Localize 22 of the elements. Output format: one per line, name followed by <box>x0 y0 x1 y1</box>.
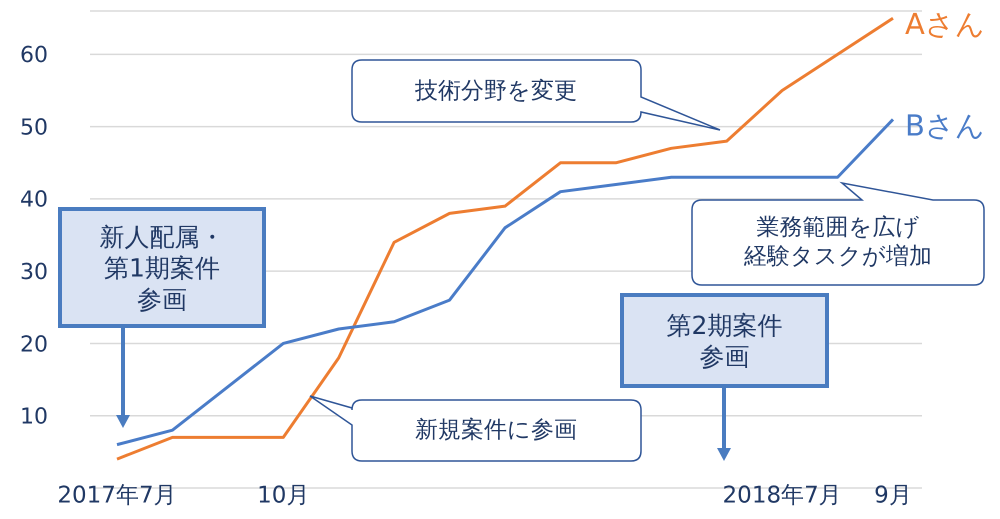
x-tick-label: 2017年7月 <box>57 482 177 508</box>
x-tick-label: 2018年7月 <box>722 482 842 508</box>
annotation: 第2期案件参画 <box>666 310 782 371</box>
y-tick-label: 20 <box>20 332 48 358</box>
x-tick-label: 9月 <box>874 482 912 508</box>
label-box: 第2期案件参画 <box>620 293 829 388</box>
y-tick-label: 30 <box>20 260 48 285</box>
speech-bubble: 新規案件に参画 <box>309 395 642 462</box>
y-tick-label: 50 <box>20 115 48 140</box>
speech-bubble: 業務範囲を広げ経験タスクが増加 <box>691 182 985 286</box>
y-tick-label: 60 <box>20 43 48 68</box>
annotation: 業務範囲を広げ経験タスクが増加 <box>743 214 932 270</box>
y-tick-label: 40 <box>20 188 48 213</box>
annotation: 技術分野を変更 <box>414 78 577 104</box>
y-tick-label: 10 <box>20 404 48 430</box>
speech-bubble: 技術分野を変更 <box>351 59 721 131</box>
annotation: 新規案件に参画 <box>415 417 577 443</box>
annotation: 新人配属・第1期案件参画 <box>100 222 224 314</box>
x-tick-label: 10月 <box>257 482 310 508</box>
series-label: Bさん <box>905 108 985 142</box>
series-label: Aさん <box>905 7 985 42</box>
label-box: 新人配属・第1期案件参画 <box>58 207 266 328</box>
